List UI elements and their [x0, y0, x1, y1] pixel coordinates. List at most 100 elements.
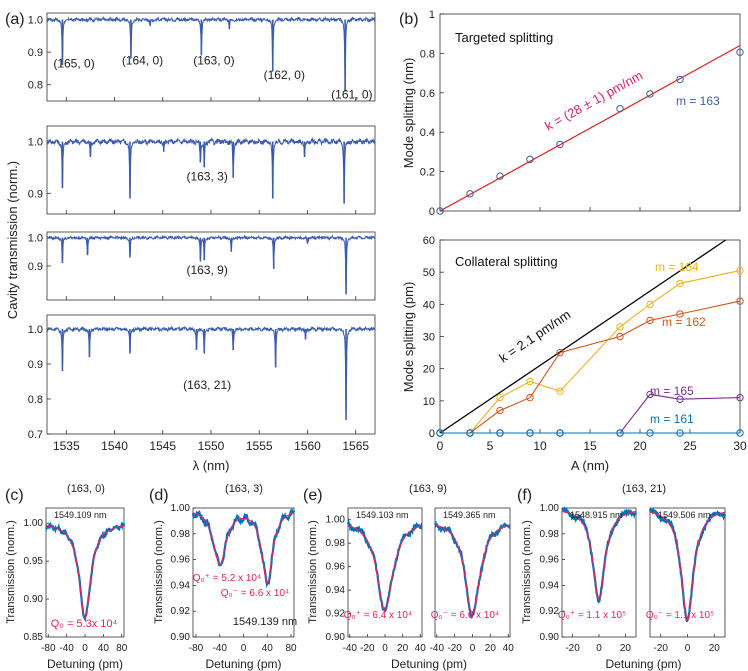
lorentzian-fit: [347, 524, 423, 611]
series-label: m = 163: [676, 94, 720, 108]
y-axis-label-a: Cavity transmission (norm.): [5, 161, 20, 319]
x-tick-label: 0: [437, 439, 444, 453]
x-tick-label: 0: [596, 643, 602, 654]
y-tick-label: 0.2: [420, 167, 435, 179]
x-tick-label: -40: [343, 643, 358, 654]
fit-slope-label: k = 2.1 pm/nm: [496, 307, 573, 366]
y-tick-label: 1.0: [28, 324, 43, 336]
y-tick-label: 0.6: [420, 88, 435, 100]
y-tick-label: 0.85: [24, 632, 44, 643]
y-axis-label: Transmission (norm.): [153, 520, 165, 624]
x-tick-label: 5: [487, 439, 494, 453]
lorentzian-fit: [434, 524, 511, 617]
series-line: [440, 393, 741, 434]
data-point: [676, 429, 684, 437]
mode-annotation: (163, 9): [186, 263, 227, 277]
data-point: [736, 429, 744, 437]
y-tick-label: 0.96: [171, 555, 191, 566]
y-tick-label: 0.98: [326, 538, 346, 549]
y-axis-label: Transmission (norm.): [521, 520, 533, 624]
panel-label-d: (d): [149, 487, 169, 504]
x-tick-label: 0: [382, 643, 388, 654]
y-tick-label: 1.00: [326, 515, 346, 526]
data-point: [616, 429, 624, 437]
x-tick-label: 1535: [53, 439, 80, 453]
y-tick-label: 1.0: [28, 15, 43, 27]
data-point: [616, 105, 624, 113]
wavelength-label: 1549.506 nm: [658, 510, 711, 520]
mode-label: (164, 0): [122, 53, 163, 67]
mode-annotation: (163, 3): [186, 170, 227, 184]
x-tick-label: 40: [415, 643, 427, 654]
y-tick-label: 0.92: [171, 606, 191, 617]
subplot-title: (163, 21): [622, 483, 666, 495]
y-tick-label: 0: [429, 428, 435, 440]
y-axis-label-b-bottom: Mode splitting (pm): [401, 282, 416, 393]
y-tick-label: 1.00: [171, 503, 191, 514]
quality-factor-label: Q₀⁻ = 6.6 x 10⁴: [221, 588, 289, 599]
x-axis-label: Detuning (pm): [391, 657, 467, 671]
subplot-title: Targeted splitting: [455, 30, 553, 45]
lorentzian-fit: [45, 525, 125, 619]
x-tick-label: 0: [241, 643, 247, 654]
linear-fit-line: [439, 44, 741, 212]
y-tick-label: 20: [423, 364, 435, 376]
x-axis-label: Detuning (pm): [47, 657, 123, 671]
x-tick-label: -40: [213, 643, 228, 654]
y-tick-label: 0.8: [420, 48, 435, 60]
x-tick-label: 15: [583, 439, 597, 453]
transmission-trace-a1: [46, 15, 376, 92]
series-line: [440, 270, 741, 434]
data-point: [526, 377, 534, 386]
series-label: m = 164: [655, 260, 699, 274]
x-tick-label: -80: [189, 643, 204, 654]
x-tick-label: 10: [533, 439, 547, 453]
y-tick-label: 0.90: [24, 594, 44, 605]
y-tick-label: 0.8: [28, 80, 43, 92]
x-tick-label: -40: [59, 643, 74, 654]
data-point: [436, 429, 444, 437]
series-label: m = 162: [662, 315, 706, 329]
measured-trace: [346, 518, 423, 612]
data-point: [646, 316, 654, 325]
panel-label-e: (e): [303, 487, 323, 504]
quality-factor-label: Q₀⁻ = 6.6 x 10⁴: [431, 610, 499, 621]
data-point: [736, 393, 744, 402]
x-axis-label-a: λ (nm): [193, 458, 230, 473]
y-tick-label: 0.90: [326, 632, 346, 643]
y-tick-label: 0.98: [540, 529, 560, 540]
x-tick-label: 20: [485, 643, 497, 654]
data-point: [676, 279, 684, 288]
y-tick-label: 0.95: [24, 556, 44, 567]
y-tick-label: 0.9: [28, 359, 43, 371]
y-tick-label: 0.98: [171, 529, 191, 540]
data-point: [736, 297, 744, 305]
y-tick-label: 1: [429, 9, 435, 21]
data-point: [556, 429, 564, 437]
y-tick-label: 1.0: [28, 137, 43, 149]
data-point: [556, 348, 564, 357]
y-tick-label: 0.4: [420, 127, 435, 139]
quality-factor-label: Q₀⁻ = 1.1 x 10⁵: [646, 610, 714, 621]
y-tick-label: 0.94: [326, 585, 346, 596]
x-tick-label: 1565: [342, 439, 369, 453]
x-tick-label: -20: [565, 643, 580, 654]
quality-factor-label: Q₀⁺ = 6.4 x 10⁴: [344, 610, 412, 621]
x-tick-label: 1540: [101, 439, 128, 453]
mode-annotation: (163, 21): [183, 378, 231, 392]
data-point: [646, 90, 654, 98]
transmission-trace-a4: [46, 325, 376, 412]
x-tick-label: 25: [683, 439, 697, 453]
y-tick-label: 0.9: [28, 188, 43, 200]
data-point: [526, 429, 534, 437]
data-point: [646, 300, 654, 309]
subplot-title: (163, 0): [67, 483, 105, 495]
x-tick-label: 40: [98, 643, 110, 654]
series-label: m = 161: [650, 412, 694, 426]
y-tick-label: 0.92: [540, 606, 560, 617]
wavelength-label: 1549.103 nm: [356, 510, 409, 520]
data-point: [646, 390, 654, 399]
y-tick-label: 0.90: [540, 632, 560, 643]
data-point: [736, 48, 744, 56]
x-tick-label: 1545: [149, 439, 176, 453]
